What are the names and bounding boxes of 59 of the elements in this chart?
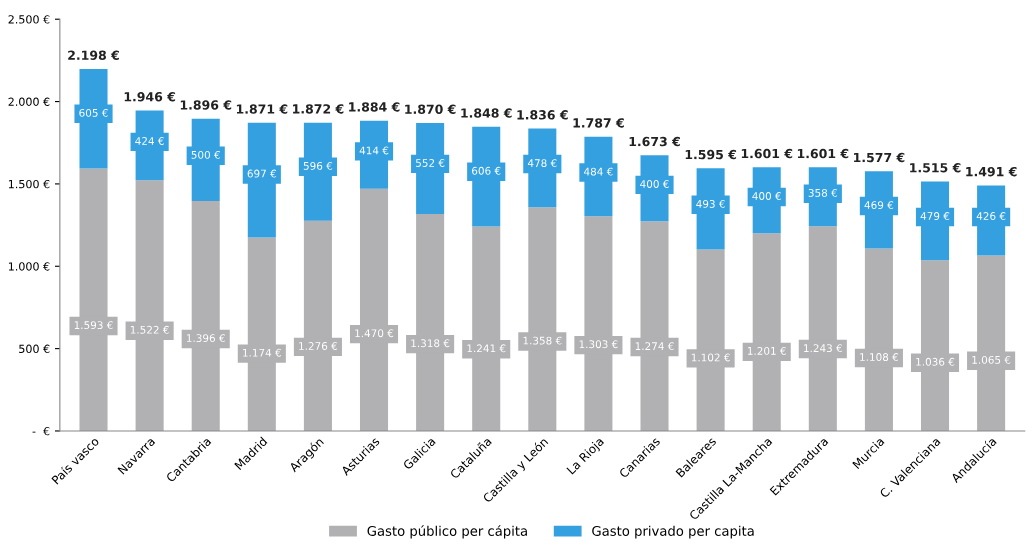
data-label: 596 € [303,161,333,170]
y-tick-label: 1.500 € [8,179,50,189]
data-label: 400 € [752,192,781,200]
total-label: 1.601 € [741,148,793,159]
total-label: 1.595 € [685,149,737,160]
data-label: 426 € [976,212,1006,220]
data-label: 1.241 € [467,344,506,353]
y-tick-label: 2.000 € [8,97,50,106]
data-label: 1.274 € [635,342,674,351]
data-label: 1.201 € [747,346,786,355]
data-label: 697 € [247,169,277,178]
y-tick-label: - € [32,426,50,436]
total-label: 1.577 € [854,152,905,163]
data-label: 1.243 € [804,344,842,353]
data-label: 424 € [135,137,164,145]
data-label: 469 € [864,201,894,210]
y-tick-label: 2.500 € [8,15,50,24]
total-label: 1.673 € [629,136,680,147]
data-label: 1.522 € [130,325,169,334]
data-label: 1.102 € [691,353,730,362]
data-label: 478 € [527,159,557,168]
data-label: 1.108 € [860,353,899,361]
total-label: 1.871 € [236,104,288,114]
total-label: 1.884 € [349,102,400,112]
legend-label: Gasto privado per capita [592,525,754,539]
data-label: 606 € [472,166,501,175]
data-label: 1.065 € [972,355,1011,364]
total-label: 1.601 € [797,148,849,159]
data-label: 479 € [920,212,950,220]
data-label: 1.276 € [299,342,338,350]
data-label: 1.358 € [523,336,562,345]
total-label: 1.946 € [124,91,176,102]
data-label: 1.396 € [186,334,225,343]
y-tick-label: 500 € [19,344,50,353]
data-label: 414 € [359,146,389,155]
data-label: 552 € [416,159,445,167]
data-label: 493 € [696,199,725,208]
data-label: 484 € [584,167,613,176]
data-label: 358 € [808,188,838,197]
total-label: 1.515 € [910,162,961,173]
total-label: 1.872 € [293,104,344,114]
data-label: 1.174 € [243,348,281,357]
total-label: 1.836 € [517,110,568,120]
total-label: 1.870 € [405,104,456,114]
total-label: 1.491 € [966,166,1017,177]
total-label: 1.896 € [180,100,232,110]
data-label: 1.470 € [355,329,394,338]
data-label: 1.303 € [579,340,618,349]
total-label: 1.848 € [461,108,512,118]
data-label: 605 € [79,108,108,117]
data-label: 1.036 € [916,357,955,366]
data-label: 400 € [640,180,669,188]
data-label: 500 € [191,150,220,159]
data-label: 1.318 € [411,339,450,348]
legend-label: Gasto público per cápita [367,525,527,539]
y-tick-label: 1.000 € [8,262,50,271]
total-label: 1.787 € [573,118,624,128]
data-label: 1.593 € [74,321,113,330]
total-label: 2.198 € [68,50,119,60]
